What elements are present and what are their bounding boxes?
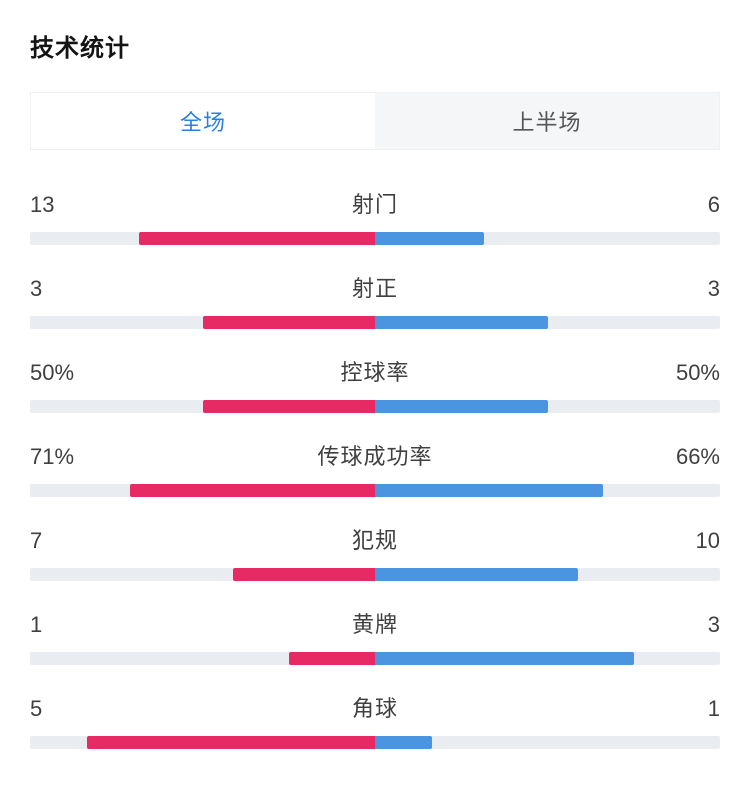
home-bar (202, 400, 375, 413)
stat-bar-track (30, 232, 720, 245)
stat-label: 射正 (351, 276, 398, 301)
away-value: 3 (707, 276, 720, 301)
away-bar (375, 400, 548, 413)
stats-list: 13 射门 6 3 射正 3 50% 控球率 (30, 190, 720, 749)
away-value: 1 (707, 696, 720, 721)
stat-row-fouls: 7 犯规 10 (30, 526, 720, 581)
home-value: 7 (30, 528, 43, 553)
period-tabbar: 全场 上半场 (30, 92, 720, 150)
stat-label: 传球成功率 (317, 444, 433, 469)
stat-label: 犯规 (351, 528, 398, 553)
stat-values: 5 角球 1 (30, 694, 720, 724)
stat-values: 7 犯规 10 (30, 526, 720, 556)
away-bar (375, 316, 548, 329)
stat-bar-track (30, 736, 720, 749)
stat-label: 角球 (351, 696, 398, 721)
tab-full-match[interactable]: 全场 (31, 93, 375, 149)
tab-first-half-label: 上半场 (512, 110, 582, 135)
stat-values: 50% 控球率 50% (30, 358, 720, 388)
stat-bar-track (30, 652, 720, 665)
stat-values: 13 射门 6 (30, 190, 720, 220)
stat-row-corners: 5 角球 1 (30, 694, 720, 749)
stats-page: 技术统计 全场 上半场 13 射门 6 3 射正 3 (30, 35, 720, 749)
away-value: 10 (695, 528, 720, 553)
home-value: 71% (30, 444, 75, 469)
home-bar (130, 484, 375, 497)
away-value: 6 (707, 192, 720, 217)
stat-label: 射门 (351, 192, 398, 217)
away-bar (375, 568, 578, 581)
stat-row-shots-on-target: 3 射正 3 (30, 274, 720, 329)
home-value: 1 (30, 612, 43, 637)
stat-label: 控球率 (340, 360, 410, 385)
home-bar (232, 568, 375, 581)
stat-bar-track (30, 316, 720, 329)
home-bar (288, 652, 375, 665)
away-bar (375, 232, 484, 245)
stat-row-possession: 50% 控球率 50% (30, 358, 720, 413)
stat-row-yellow-cards: 1 黄牌 3 (30, 610, 720, 665)
away-bar (375, 736, 433, 749)
page-title: 技术统计 (30, 35, 130, 62)
stat-label: 黄牌 (351, 612, 398, 637)
away-bar (375, 652, 634, 665)
home-bar (202, 316, 375, 329)
stat-bar-track (30, 568, 720, 581)
tab-first-half[interactable]: 上半场 (375, 93, 719, 149)
stat-bar-track (30, 484, 720, 497)
stat-row-shots: 13 射门 6 (30, 190, 720, 245)
home-bar (87, 736, 375, 749)
home-value: 3 (30, 276, 43, 301)
home-value: 13 (30, 192, 55, 217)
away-value: 66% (675, 444, 720, 469)
away-value: 50% (675, 360, 720, 385)
stat-values: 1 黄牌 3 (30, 610, 720, 640)
home-bar (138, 232, 375, 245)
home-value: 50% (30, 360, 75, 385)
stat-bar-track (30, 400, 720, 413)
away-value: 3 (707, 612, 720, 637)
stat-values: 71% 传球成功率 66% (30, 442, 720, 472)
stat-values: 3 射正 3 (30, 274, 720, 304)
away-bar (375, 484, 603, 497)
tab-full-match-label: 全场 (179, 110, 226, 135)
stat-row-pass-success: 71% 传球成功率 66% (30, 442, 720, 497)
home-value: 5 (30, 696, 43, 721)
